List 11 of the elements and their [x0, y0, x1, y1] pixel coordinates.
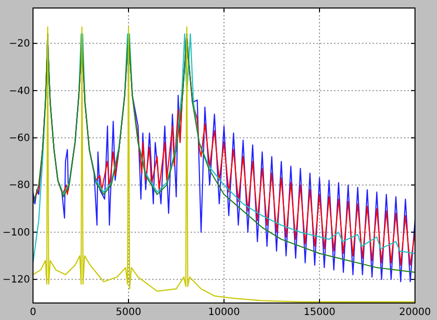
x-tick-label: 15000 [304, 307, 336, 318]
y-tick-label: −80 [8, 180, 30, 192]
y-tick-label: −20 [8, 38, 30, 50]
x-tick-label: 10000 [208, 307, 240, 318]
y-tick-label: −120 [2, 274, 30, 286]
y-tick-label: −40 [8, 86, 30, 97]
x-tick-label: 0 [30, 307, 36, 318]
y-tick-label: −100 [2, 227, 30, 238]
x-tick-label: 5000 [116, 307, 142, 318]
y-tick-label: −60 [8, 133, 30, 144]
x-tick-label: 20000 [399, 307, 431, 318]
